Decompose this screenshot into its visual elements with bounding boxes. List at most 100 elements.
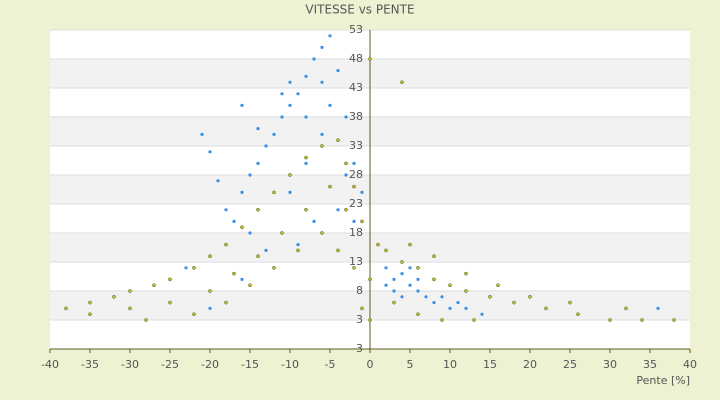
- point: [400, 260, 404, 264]
- point: [344, 161, 348, 166]
- point: [272, 265, 276, 270]
- point: [336, 69, 340, 73]
- point: [672, 318, 676, 322]
- point: [256, 127, 260, 131]
- point: [240, 190, 244, 194]
- point: [88, 312, 92, 317]
- point: [432, 254, 436, 259]
- point: [248, 173, 252, 177]
- point: [312, 219, 316, 223]
- point: [464, 289, 468, 293]
- point: [416, 289, 420, 293]
- point: [184, 266, 188, 270]
- x-tick-label: 20: [523, 358, 537, 371]
- x-axis-label: Pente [%]: [636, 374, 690, 387]
- point: [264, 248, 268, 252]
- y-tick-label: 23: [349, 197, 363, 210]
- point: [464, 306, 468, 310]
- point: [416, 265, 420, 270]
- point: [416, 312, 420, 317]
- point: [272, 132, 276, 136]
- point: [232, 271, 236, 276]
- point: [544, 306, 548, 311]
- point: [408, 283, 412, 287]
- point: [496, 283, 500, 288]
- point: [360, 219, 364, 224]
- point: [152, 283, 156, 288]
- point: [280, 231, 284, 235]
- point: [240, 103, 244, 107]
- point: [392, 300, 396, 305]
- point: [360, 190, 364, 194]
- point: [352, 265, 356, 270]
- point: [336, 208, 340, 212]
- x-tick-label: 0: [367, 358, 374, 371]
- point: [224, 242, 228, 247]
- point: [208, 150, 212, 154]
- point: [480, 312, 484, 316]
- point: [488, 294, 492, 299]
- point: [192, 265, 196, 270]
- point: [192, 312, 196, 317]
- x-tick-label: 5: [407, 358, 414, 371]
- point: [328, 184, 332, 189]
- point: [288, 190, 292, 194]
- point: [248, 231, 252, 235]
- point: [384, 283, 388, 287]
- point: [216, 179, 220, 183]
- point: [384, 248, 388, 253]
- point: [224, 208, 228, 212]
- point: [320, 80, 324, 84]
- chart-title: VITESSE vs PENTE: [305, 3, 414, 17]
- point: [384, 266, 388, 270]
- x-tick-label: -20: [201, 358, 219, 371]
- point: [576, 312, 580, 317]
- point: [352, 184, 356, 189]
- point: [656, 306, 660, 310]
- point: [336, 138, 340, 143]
- x-tick-label: -15: [241, 358, 259, 371]
- x-tick-label: -35: [81, 358, 99, 371]
- point: [304, 74, 308, 78]
- x-tick-label: -25: [161, 358, 179, 371]
- point: [112, 294, 116, 299]
- y-tick-label: 43: [349, 81, 363, 94]
- point: [296, 243, 300, 247]
- point: [320, 144, 324, 148]
- point: [392, 277, 396, 281]
- y-tick-label: 38: [349, 110, 363, 123]
- point: [640, 318, 644, 322]
- point: [304, 155, 308, 160]
- point: [64, 306, 68, 311]
- point: [512, 300, 516, 305]
- point: [408, 266, 412, 270]
- point: [304, 161, 308, 165]
- x-tick-label: 25: [563, 358, 577, 371]
- x-tick-label: -5: [325, 358, 336, 371]
- x-tick-label: 15: [483, 358, 497, 371]
- point: [344, 173, 348, 177]
- point: [288, 173, 292, 177]
- y-tick-label: 18: [349, 226, 363, 239]
- y-tick-label: 53: [349, 23, 363, 36]
- point: [432, 277, 436, 282]
- point: [224, 300, 228, 305]
- point: [320, 132, 324, 136]
- point: [440, 318, 444, 322]
- point: [344, 115, 348, 119]
- point: [344, 207, 348, 212]
- point: [456, 301, 460, 305]
- point: [232, 219, 236, 223]
- point: [240, 277, 244, 281]
- y-tick-label: 3: [356, 313, 363, 326]
- point: [352, 161, 356, 165]
- point: [256, 207, 260, 212]
- point: [320, 231, 324, 235]
- point: [304, 207, 308, 212]
- point: [448, 306, 452, 310]
- x-tick-label: 40: [683, 358, 697, 371]
- point: [368, 318, 372, 322]
- point: [248, 283, 252, 288]
- point: [304, 115, 308, 119]
